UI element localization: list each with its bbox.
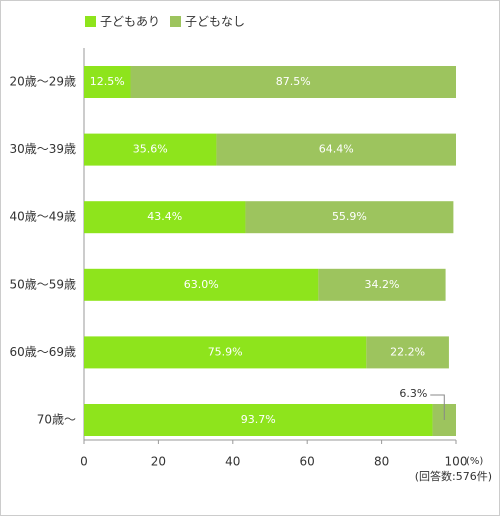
bar-segment — [84, 268, 319, 301]
category-label: 30歳～39歳 — [9, 142, 76, 156]
x-tick-label: 80 — [374, 455, 389, 469]
bar-segment — [366, 336, 449, 369]
legend-swatch — [85, 16, 96, 27]
category-label: 60歳～69歳 — [9, 345, 76, 359]
note: (回答数:576件) — [415, 469, 492, 483]
value-label: 93.7% — [241, 413, 276, 426]
value-label: 34.2% — [364, 278, 399, 291]
value-label: 35.6% — [133, 143, 168, 156]
value-label: 64.4% — [319, 143, 354, 156]
bar-segment — [84, 201, 246, 234]
value-label: 43.4% — [147, 210, 182, 223]
bar-segment — [245, 201, 454, 234]
value-label: 6.3% — [399, 387, 427, 400]
value-label: 63.0% — [184, 278, 219, 291]
bar-segment — [318, 268, 446, 301]
bar-segment — [216, 133, 456, 166]
value-label: 12.5% — [90, 75, 125, 88]
x-tick-label: 0 — [80, 455, 88, 469]
category-label: 40歳～49歳 — [9, 210, 76, 224]
bar-segment — [130, 66, 456, 98]
legend-swatch — [170, 16, 181, 27]
x-tick-label: 60 — [300, 455, 315, 469]
x-tick-label: 40 — [225, 455, 240, 469]
bar-segment — [84, 66, 131, 98]
value-label: 75.9% — [208, 345, 243, 358]
value-label: 87.5% — [276, 75, 311, 88]
legend-label: 子どもあり — [100, 15, 160, 29]
x-tick-label: 20 — [151, 455, 166, 469]
callout-line — [430, 394, 445, 420]
value-label: 22.2% — [390, 345, 425, 358]
bar-segment — [84, 404, 433, 436]
x-unit: (%) — [466, 456, 483, 467]
category-label: 20歳～29歳 — [9, 75, 76, 89]
category-label: 70歳～ — [37, 413, 76, 427]
x-tick-label: 100 — [445, 455, 468, 469]
bar-segment — [84, 336, 367, 369]
category-label: 50歳～59歳 — [9, 277, 76, 291]
bar-segment — [84, 133, 217, 166]
legend-label: 子どもなし — [185, 15, 245, 29]
value-label: 55.9% — [332, 210, 367, 223]
